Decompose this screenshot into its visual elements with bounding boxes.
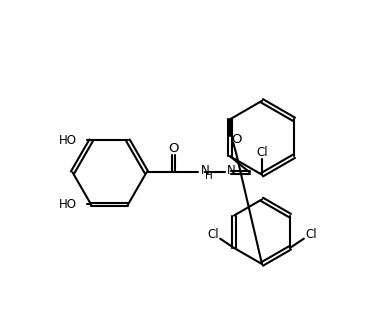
Text: Cl: Cl xyxy=(208,228,219,241)
Text: HO: HO xyxy=(59,134,77,147)
Text: Cl: Cl xyxy=(305,228,317,241)
Text: Cl: Cl xyxy=(256,146,268,159)
Text: O: O xyxy=(231,133,241,146)
Text: N: N xyxy=(200,165,209,177)
Text: O: O xyxy=(168,142,179,155)
Text: HO: HO xyxy=(59,198,77,211)
Text: N: N xyxy=(227,165,235,177)
Text: H: H xyxy=(205,171,213,181)
